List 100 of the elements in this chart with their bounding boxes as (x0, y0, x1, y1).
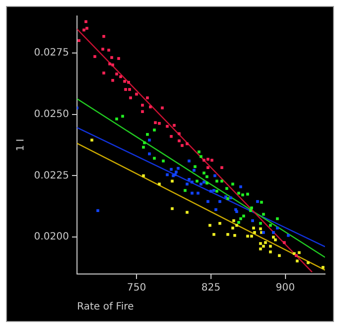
point (128, 88, 131, 91)
point (82, 28, 86, 32)
point (206, 175, 208, 178)
point (152, 128, 156, 132)
point (210, 158, 214, 162)
point (241, 193, 244, 196)
point (306, 261, 310, 264)
point (276, 217, 279, 220)
point (233, 234, 236, 237)
point (242, 214, 246, 218)
point (192, 168, 196, 172)
point (123, 80, 126, 83)
point (107, 48, 110, 52)
point (119, 75, 122, 78)
y-axis-title: 1 I (16, 138, 27, 152)
point (215, 180, 218, 183)
point (152, 156, 156, 160)
point (218, 222, 222, 225)
point (115, 72, 118, 76)
point (286, 234, 290, 237)
point (235, 224, 238, 227)
point (141, 110, 144, 113)
point (237, 220, 240, 224)
point (135, 92, 138, 96)
point (213, 174, 216, 178)
point (296, 260, 299, 262)
point (259, 248, 262, 250)
point (251, 219, 254, 222)
point (298, 251, 301, 254)
point (117, 57, 120, 60)
point (269, 224, 272, 227)
y-tick-label: 0.0250 (34, 108, 69, 120)
point (162, 160, 165, 162)
point (202, 172, 206, 174)
point (282, 241, 286, 244)
point (96, 209, 100, 212)
point (225, 187, 228, 190)
point (260, 200, 263, 204)
point (246, 234, 250, 238)
point (208, 224, 212, 227)
point (190, 192, 194, 195)
point (102, 72, 106, 74)
point (78, 39, 80, 42)
x-tick-label: 825 (201, 282, 220, 294)
point (226, 233, 230, 236)
point (256, 200, 259, 203)
y-tick-label: 0.0200 (34, 232, 69, 243)
point (170, 207, 174, 210)
point (146, 133, 149, 136)
point (84, 20, 88, 24)
point (124, 88, 128, 91)
y-tick-label: 0.0225 (34, 170, 69, 182)
point (188, 160, 191, 162)
point (196, 180, 198, 183)
point (252, 226, 255, 230)
point (272, 231, 275, 234)
point (202, 180, 206, 184)
point (186, 210, 189, 214)
point (212, 233, 216, 236)
point (210, 190, 212, 193)
point (160, 106, 164, 110)
point (269, 244, 272, 248)
point (148, 152, 151, 156)
point (111, 78, 114, 82)
point (110, 56, 114, 59)
x-axis-title: Rate of Fire (76, 302, 134, 313)
point (170, 134, 173, 138)
point (127, 80, 130, 84)
point (237, 192, 240, 195)
point (259, 222, 262, 225)
point (269, 250, 272, 254)
point (121, 114, 124, 118)
point (206, 158, 210, 161)
point (246, 192, 250, 196)
x-tick-label: 750 (126, 282, 146, 294)
point (220, 180, 224, 183)
point (111, 63, 114, 66)
point (90, 138, 94, 142)
point (180, 144, 184, 147)
point (322, 266, 324, 269)
point (206, 182, 208, 184)
point (274, 238, 277, 242)
point (85, 26, 88, 30)
point (200, 155, 202, 158)
x-tick-label: 900 (276, 282, 295, 294)
point (115, 118, 118, 120)
point (174, 170, 178, 174)
point (142, 174, 145, 178)
point (264, 241, 267, 244)
point (186, 182, 189, 186)
point (212, 189, 216, 192)
point (278, 254, 281, 257)
point (220, 166, 224, 170)
point (214, 208, 218, 212)
point (262, 212, 265, 216)
y-tick-label: 0.0275 (34, 47, 69, 58)
point (158, 122, 161, 125)
point (231, 226, 234, 230)
point (249, 209, 252, 212)
point (146, 96, 149, 100)
